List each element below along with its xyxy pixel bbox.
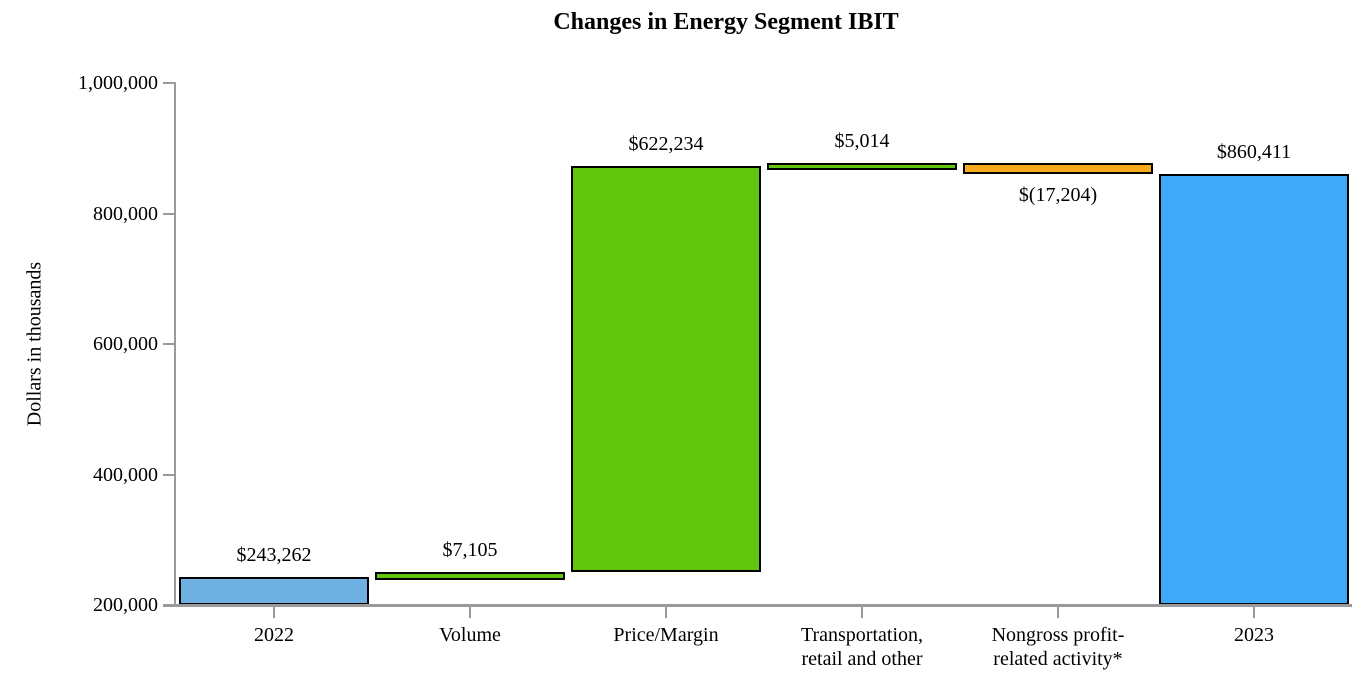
x-tick-mark <box>1253 605 1255 618</box>
x-axis-line <box>163 604 1352 607</box>
category-label: Volume <box>362 623 578 647</box>
category-label-line: 2022 <box>254 624 294 646</box>
category-label: Transportation, retail and other <box>754 623 970 671</box>
bar-value-label: $(17,204) <box>1018 184 1098 207</box>
waterfall-bar <box>767 162 957 171</box>
waterfall-bar <box>571 166 761 573</box>
y-tick-mark <box>163 212 176 215</box>
category-label-line: related activity* <box>993 648 1123 670</box>
category-label-line: Price/Margin <box>613 624 719 646</box>
x-tick-mark <box>273 605 275 618</box>
y-tick-label: 800,000 <box>93 202 158 225</box>
y-tick-label: 400,000 <box>93 463 158 486</box>
x-tick-mark <box>1057 605 1059 618</box>
y-tick-label: 1,000,000 <box>78 72 158 94</box>
chart-title: Changes in Energy Segment IBIT <box>553 9 899 35</box>
y-tick-label: 200,000 <box>93 594 158 616</box>
y-tick-mark <box>163 343 176 345</box>
bar-value-label: $5,014 <box>834 129 890 152</box>
waterfall-bar <box>1159 174 1349 605</box>
bar-value-label: $860,411 <box>1216 141 1292 164</box>
bar-value-label: $622,234 <box>628 133 704 156</box>
y-tick-mark <box>163 473 176 476</box>
bar-value-label: $243,262 <box>236 543 312 566</box>
y-tick-label: 600,000 <box>93 333 158 355</box>
category-label-line: Volume <box>439 624 501 646</box>
y-axis-line <box>174 83 176 605</box>
bar-value-label: $7,105 <box>442 539 498 562</box>
category-label-line: 2023 <box>1234 624 1274 646</box>
category-label: 2023 <box>1146 623 1362 647</box>
category-label-line: retail and other <box>801 648 923 670</box>
x-tick-mark <box>665 605 667 618</box>
category-label-line: Transportation, <box>800 624 924 646</box>
waterfall-bar <box>963 162 1153 175</box>
x-tick-mark <box>861 605 863 618</box>
waterfall-bar <box>375 572 565 580</box>
category-label: 2022 <box>166 623 382 647</box>
y-tick-mark <box>163 82 176 84</box>
category-label: Price/Margin <box>558 623 774 647</box>
x-tick-mark <box>469 605 471 618</box>
waterfall-bar <box>179 576 369 605</box>
category-label-line: Nongross profit- <box>991 624 1125 646</box>
category-label: Nongross profit-related activity* <box>950 623 1166 671</box>
